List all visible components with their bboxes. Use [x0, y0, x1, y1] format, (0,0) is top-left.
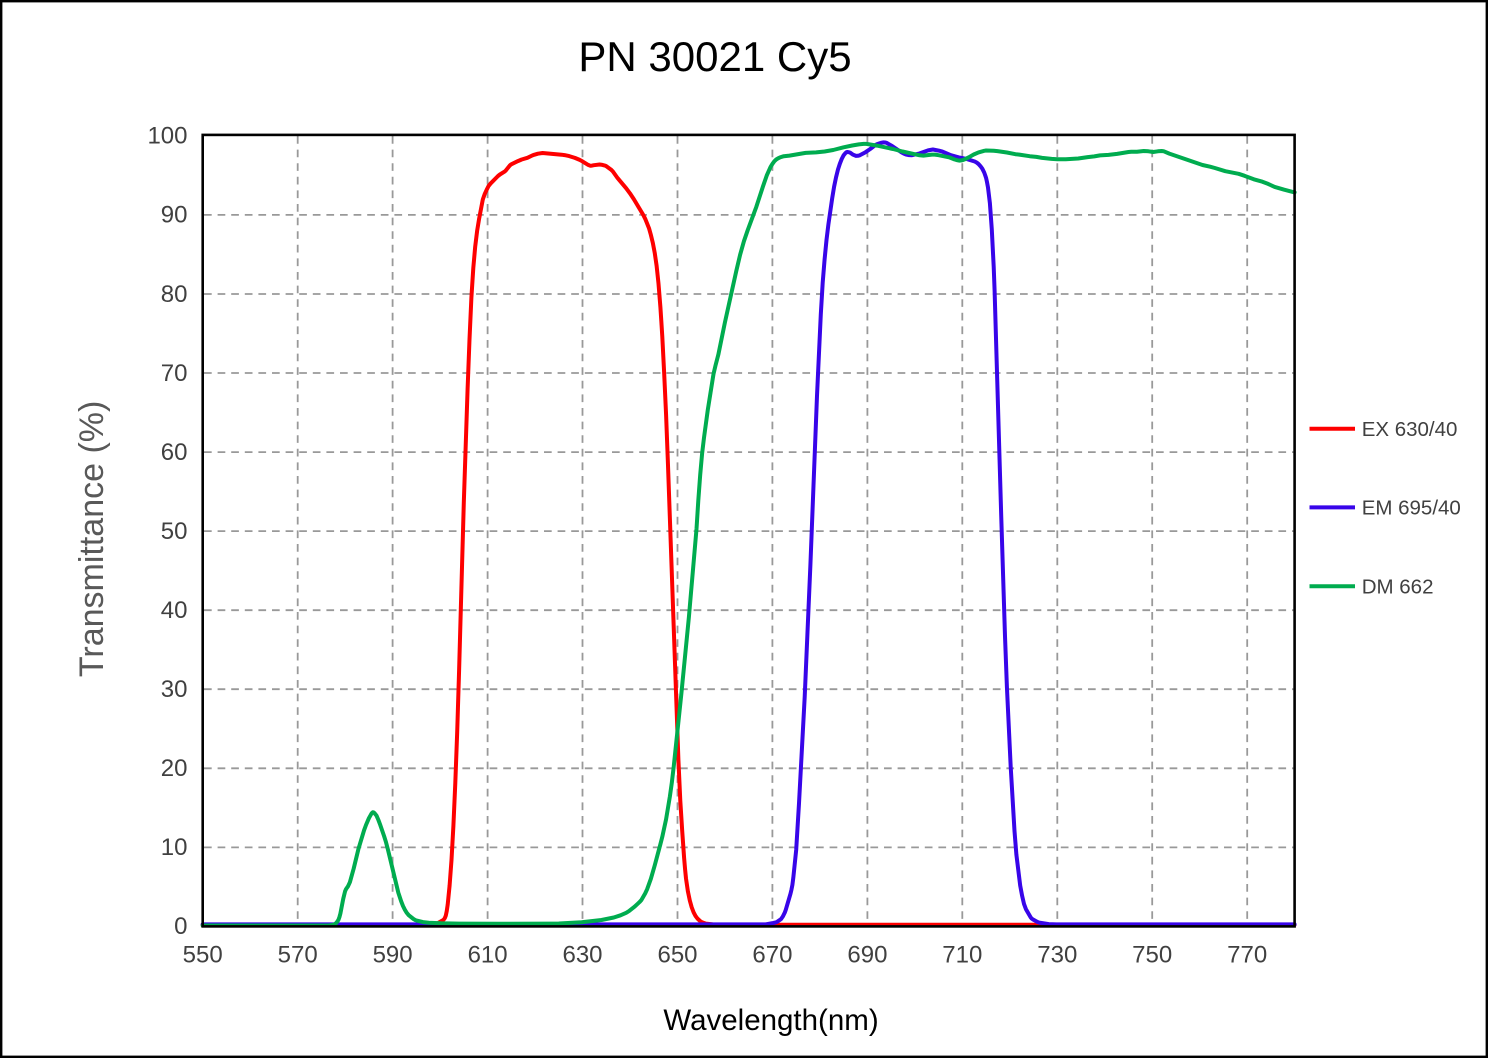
svg-text:50: 50: [161, 518, 188, 545]
svg-text:650: 650: [657, 942, 697, 969]
svg-text:70: 70: [161, 360, 188, 387]
svg-text:Transmittance (%): Transmittance (%): [73, 401, 111, 677]
svg-text:EM 695/40: EM 695/40: [1362, 497, 1461, 520]
svg-text:630: 630: [562, 942, 602, 969]
svg-text:690: 690: [847, 942, 887, 969]
svg-text:10: 10: [161, 834, 188, 861]
svg-text:100: 100: [147, 123, 187, 150]
svg-text:730: 730: [1037, 942, 1077, 969]
svg-text:770: 770: [1227, 942, 1267, 969]
svg-text:80: 80: [161, 281, 188, 308]
svg-text:Wavelength(nm): Wavelength(nm): [663, 1004, 878, 1037]
svg-text:570: 570: [278, 942, 318, 969]
svg-text:550: 550: [183, 942, 223, 969]
svg-text:60: 60: [161, 439, 188, 466]
svg-text:EX 630/40: EX 630/40: [1362, 418, 1458, 441]
svg-text:20: 20: [161, 755, 188, 782]
svg-text:30: 30: [161, 676, 188, 703]
svg-text:40: 40: [161, 597, 188, 624]
svg-text:590: 590: [373, 942, 413, 969]
svg-text:750: 750: [1132, 942, 1172, 969]
svg-text:610: 610: [468, 942, 508, 969]
svg-text:DM 662: DM 662: [1362, 576, 1434, 599]
svg-text:670: 670: [752, 942, 792, 969]
svg-text:710: 710: [942, 942, 982, 969]
svg-text:PN 30021 Cy5: PN 30021 Cy5: [578, 33, 851, 80]
svg-text:0: 0: [174, 913, 187, 940]
svg-text:90: 90: [161, 202, 188, 229]
